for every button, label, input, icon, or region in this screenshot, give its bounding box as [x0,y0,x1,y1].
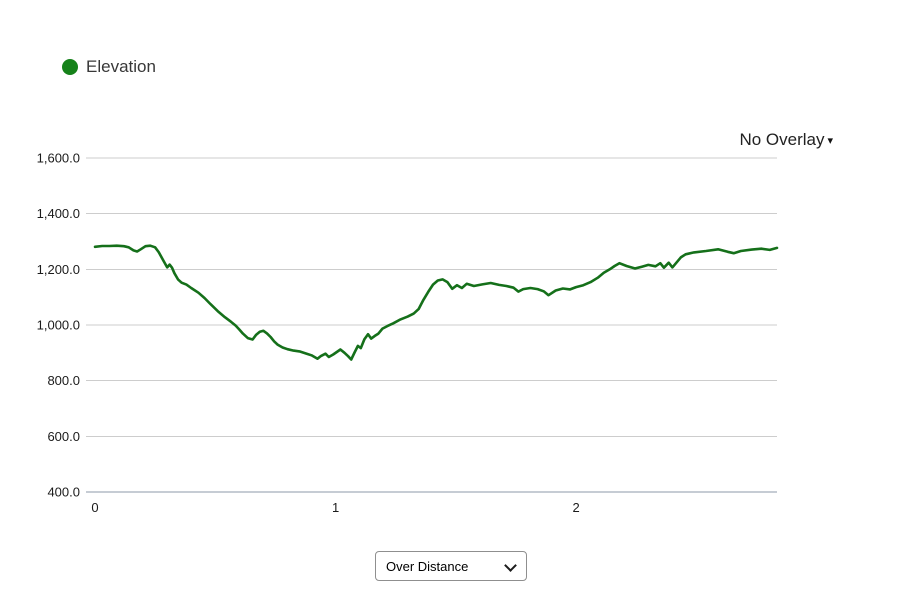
elevation-series-marker-icon [62,59,78,75]
svg-text:2: 2 [572,500,579,515]
svg-text:1,000.0: 1,000.0 [37,318,80,333]
overlay-dropdown[interactable]: No Overlay ▾ [739,130,833,150]
x-axis-mode-select[interactable]: Over Distance [375,551,527,581]
caret-down-icon: ▾ [827,135,833,147]
svg-text:1,600.0: 1,600.0 [37,151,80,166]
svg-text:800.0: 800.0 [47,373,80,388]
svg-text:1,400.0: 1,400.0 [37,206,80,221]
svg-text:0: 0 [91,500,98,515]
x-axis-mode-select-wrap: Over Distance [375,551,527,581]
overlay-dropdown-label: No Overlay [739,130,825,149]
svg-text:1,200.0: 1,200.0 [37,262,80,277]
svg-text:400.0: 400.0 [47,485,80,500]
elevation-line-chart: 1,600.0 1,400.0 1,200.0 1,000.0 800.0 600.0 40… [37,151,779,515]
svg-text:600.0: 600.0 [47,429,80,444]
svg-text:1: 1 [332,500,339,515]
chart-legend: Elevation [62,57,156,77]
legend-label: Elevation [86,57,156,76]
